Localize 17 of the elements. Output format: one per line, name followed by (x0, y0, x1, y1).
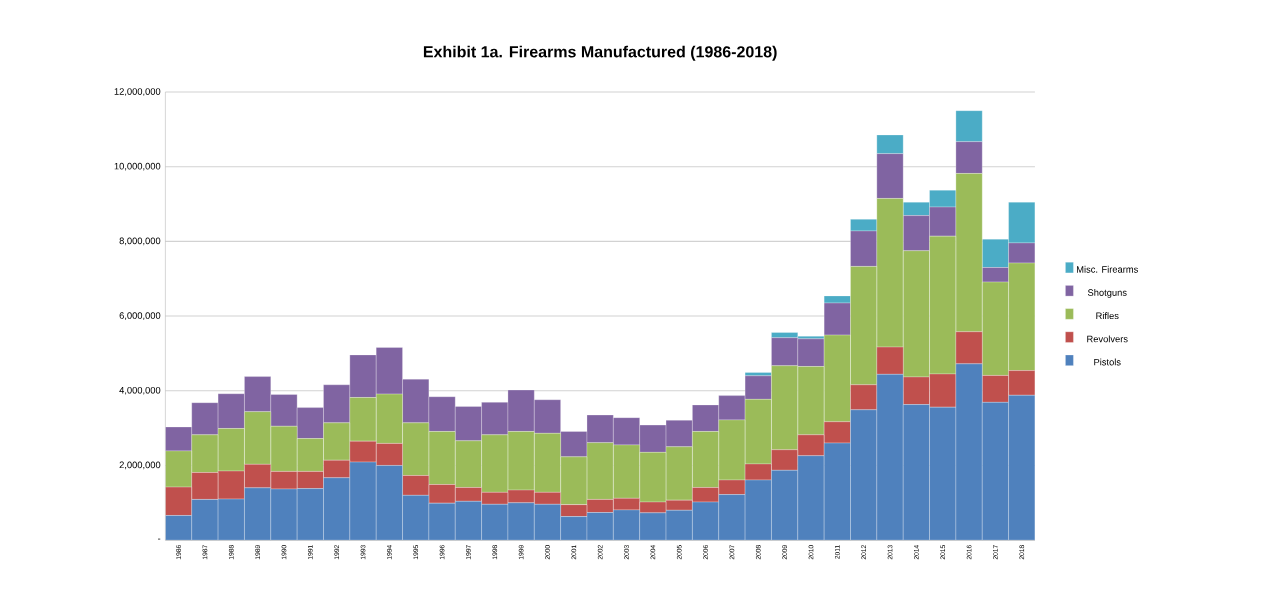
text: Rifles (1096, 312, 1119, 320)
bar (876, 347, 904, 375)
legend-label: Revolvers (1087, 335, 1128, 343)
y-tick-label: 6,000,000 (119, 312, 161, 321)
y-tick-label: 8,000,000 (119, 237, 161, 246)
y-tick-label: - (157, 538, 161, 540)
bar (402, 475, 430, 496)
chart-title: Exhibit 1a. Firearms Manufactured (1986-2018) (423, 45, 777, 61)
y-tick-label: 10,000,000 (114, 162, 161, 171)
legend-label: Shotguns (1087, 289, 1127, 298)
bar (850, 384, 877, 411)
bar (955, 331, 983, 365)
y-tick-label: 12,000,000 (114, 88, 161, 96)
legend-label: Misc. Firearms (1077, 265, 1138, 273)
legend-label: Pistols (1094, 358, 1121, 366)
y-tick-label: 4,000,000 (119, 387, 161, 395)
y-tick-label: 2,000,000 (119, 461, 161, 470)
